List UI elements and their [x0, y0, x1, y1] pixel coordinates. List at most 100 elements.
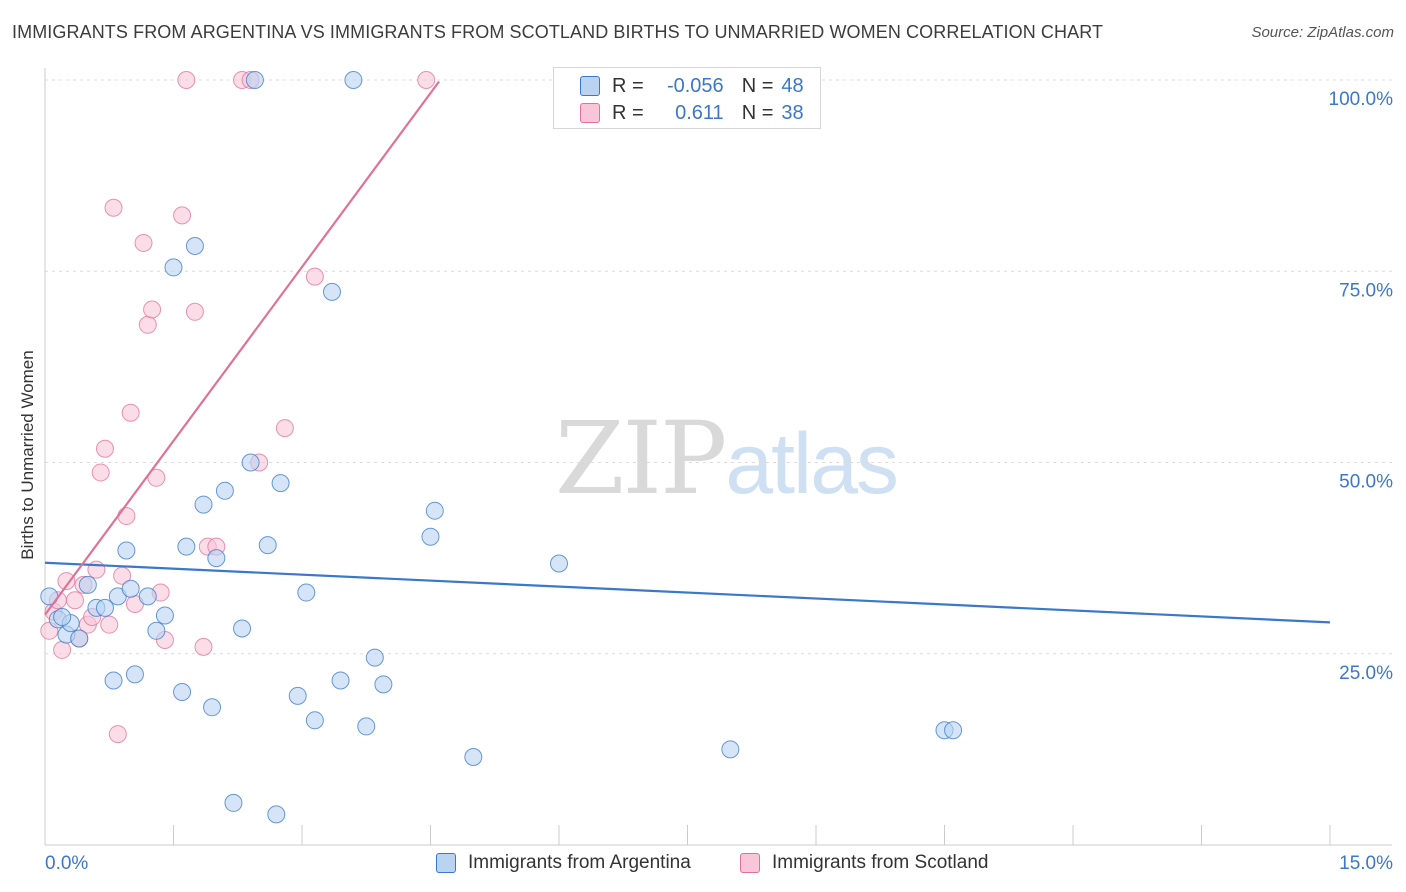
legend-r-value: -0.056	[666, 74, 724, 97]
data-point	[87, 560, 106, 579]
data-point	[147, 468, 166, 487]
data-point	[138, 587, 157, 606]
series-points-scotland	[40, 71, 436, 744]
tick-labels: 25.0% 50.0% 75.0% 100.0% 0.0% 15.0%	[45, 89, 1393, 874]
data-point	[100, 615, 119, 634]
y-axis-label: Births to Unmarried Women	[18, 350, 37, 560]
data-point	[275, 419, 294, 438]
data-point	[78, 575, 97, 594]
data-point	[143, 300, 162, 319]
bottom-legend-scotland: Immigrants from Scotland	[740, 852, 988, 874]
data-point	[224, 793, 243, 812]
data-point	[53, 640, 72, 659]
legend-swatch-argentina	[580, 76, 600, 96]
data-point	[155, 606, 174, 625]
data-point	[241, 453, 260, 472]
data-point	[65, 591, 84, 610]
data-point	[271, 474, 290, 493]
data-point	[215, 481, 234, 500]
stats-legend: R = -0.056 N = 48 R = 0.611 N = 38	[553, 67, 821, 129]
gridlines	[45, 79, 1392, 655]
data-point	[185, 302, 204, 321]
data-point	[185, 237, 204, 256]
data-point	[344, 71, 363, 89]
data-point	[121, 403, 140, 422]
trend-line	[44, 561, 1331, 624]
legend-n-value: 38	[781, 101, 804, 124]
axes	[44, 68, 1392, 846]
legend-n-label: N =	[741, 74, 774, 97]
data-point	[104, 671, 123, 690]
bottom-legend-swatch-argentina	[436, 853, 456, 873]
data-point	[417, 71, 436, 89]
legend-n-label: N =	[741, 101, 774, 124]
watermark-zip: ZIP	[555, 400, 727, 517]
data-point	[177, 71, 196, 89]
data-point	[138, 315, 157, 334]
data-point	[117, 507, 136, 526]
bottom-legend-argentina: Immigrants from Argentina	[436, 852, 691, 874]
legend-r-label: R =	[612, 74, 644, 97]
legend-r-label: R =	[612, 101, 644, 124]
y-tick-label: 75.0%	[1339, 280, 1393, 301]
data-point	[108, 725, 127, 744]
data-point	[194, 495, 213, 514]
data-point	[91, 463, 110, 482]
data-point	[305, 711, 324, 730]
y-tick-label: 50.0%	[1339, 472, 1393, 493]
data-point	[374, 675, 393, 694]
data-point	[125, 665, 144, 684]
bottom-legend-label-argentina: Immigrants from Argentina	[468, 852, 691, 873]
bottom-legend-swatch-scotland	[740, 853, 760, 873]
data-point	[147, 621, 166, 640]
trend-lines	[44, 80, 1331, 624]
data-point	[297, 583, 316, 602]
x-tick-label: 15.0%	[1339, 853, 1393, 874]
data-point	[173, 683, 192, 701]
data-point	[288, 686, 307, 705]
data-point	[421, 527, 440, 546]
y-tick-label: 25.0%	[1339, 663, 1393, 684]
legend-row-argentina: R = -0.056 N = 48	[580, 73, 804, 99]
data-point	[267, 805, 286, 824]
data-point	[944, 721, 963, 740]
data-point	[95, 598, 114, 617]
data-point	[365, 648, 384, 667]
legend-r-value: 0.611	[675, 101, 724, 124]
legend-swatch-scotland	[580, 103, 600, 123]
data-point	[305, 267, 324, 286]
legend-n-value: 48	[781, 74, 804, 97]
x-tick-label: 0.0%	[45, 853, 88, 874]
data-point	[104, 198, 123, 217]
legend-row-scotland: R = 0.611 N = 38	[580, 100, 804, 126]
series-points-argentina	[40, 71, 963, 824]
data-point	[173, 206, 192, 225]
data-point	[53, 608, 72, 627]
data-point	[357, 717, 376, 736]
data-point	[331, 671, 350, 690]
chart-title: IMMIGRANTS FROM ARGENTINA VS IMMIGRANTS …	[12, 22, 1104, 42]
data-point	[203, 698, 222, 717]
data-point	[177, 537, 196, 556]
data-point	[194, 637, 213, 656]
source-label: Source: ZipAtlas.com	[1251, 24, 1394, 41]
y-tick-label: 100.0%	[1329, 89, 1394, 110]
data-point	[550, 554, 568, 573]
data-point	[322, 282, 341, 301]
data-point	[95, 439, 114, 458]
data-point	[117, 541, 136, 560]
data-point	[134, 233, 153, 252]
data-point	[121, 579, 140, 598]
data-point	[70, 629, 89, 648]
data-point	[425, 501, 444, 520]
data-point	[721, 740, 740, 759]
watermark: ZIPatlas	[555, 400, 899, 517]
data-point	[207, 549, 226, 568]
watermark-atlas: atlas	[725, 416, 899, 512]
data-point	[57, 572, 76, 591]
bottom-legend-label-scotland: Immigrants from Scotland	[772, 852, 989, 873]
data-point	[233, 619, 252, 638]
data-point	[164, 258, 183, 277]
data-point	[258, 536, 277, 555]
